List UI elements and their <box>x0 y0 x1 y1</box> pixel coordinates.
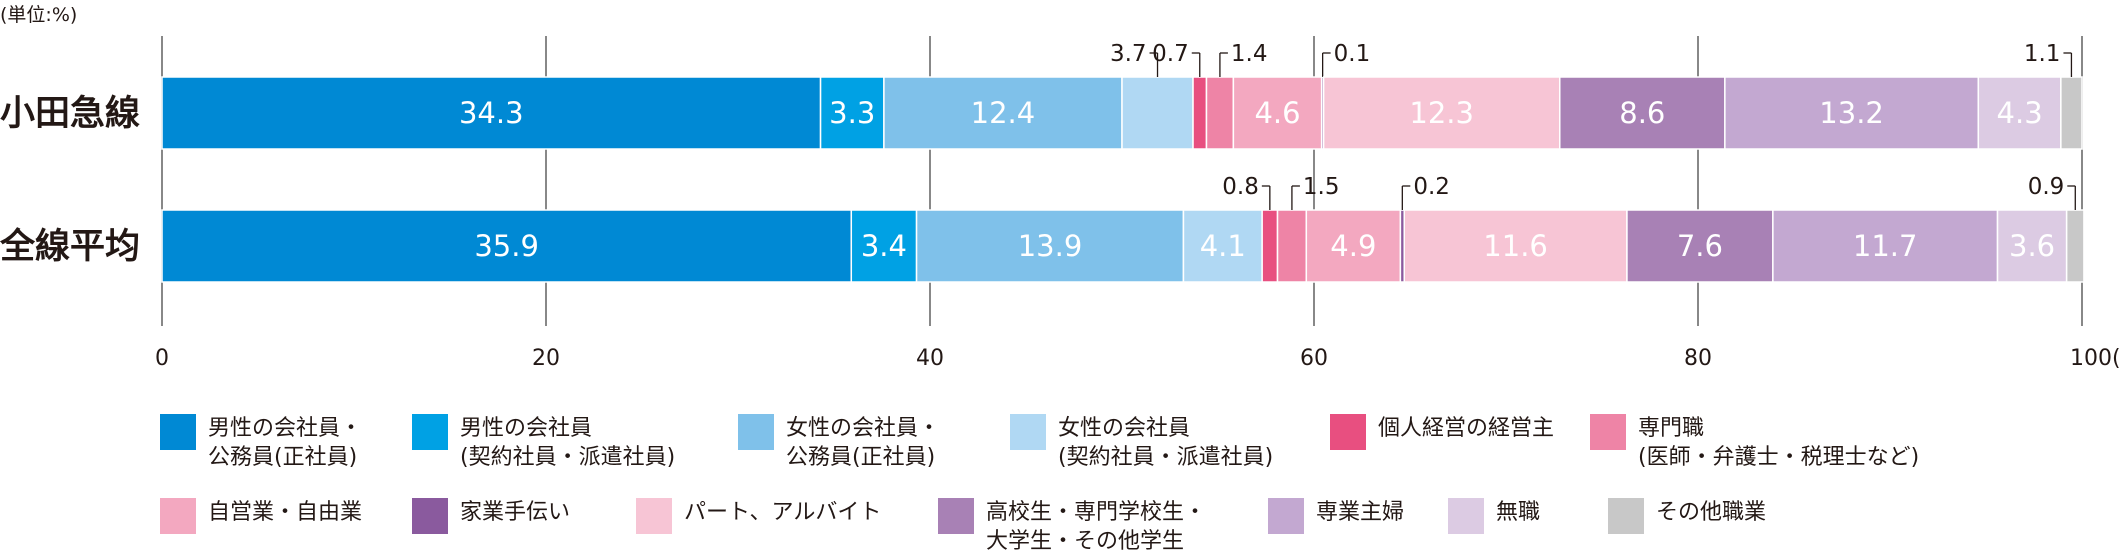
x-tick-label: 100(%) <box>2070 346 2120 371</box>
legend-item: その他職業 <box>1608 498 1766 534</box>
legend-label: 専業主婦 <box>1316 500 1405 525</box>
callout-label: 1.5 <box>1303 174 1340 200</box>
legend-swatch <box>1590 414 1626 450</box>
data-label: 34.3 <box>459 96 524 130</box>
data-label: 13.2 <box>1819 96 1884 130</box>
bar-segment <box>1559 76 1726 150</box>
legend-label: パート、アルバイト <box>684 500 882 525</box>
legend-swatch <box>1448 498 1484 534</box>
legend-label: 男性の会社員・ 公務員(正社員) <box>208 416 363 470</box>
legend-swatch <box>1608 498 1644 534</box>
chart-plot: 0 20 40 60 80 100(%) 小田急線 34.3 3.3 12.4 3.70.7 1.4 4… <box>0 36 2120 371</box>
legend-swatch <box>1010 414 1046 450</box>
data-label: 35.9 <box>474 229 539 263</box>
bar-segment <box>1322 76 1561 150</box>
legend-item: 女性の会社員・ 公務員(正社員) <box>738 414 940 472</box>
data-label: 4.6 <box>1254 96 1300 130</box>
legend-swatch <box>1330 414 1366 450</box>
legend-label: 女性の会社員・ 公務員(正社員) <box>786 416 941 470</box>
unit-label: (単位:%) <box>0 4 78 26</box>
callout-label: 0.1 <box>1334 41 1371 67</box>
bar-segment <box>1996 209 2068 283</box>
legend-swatch <box>160 498 196 534</box>
category-label: 小田急線 <box>0 94 140 134</box>
legend-label: 無職 <box>1496 500 1541 525</box>
data-label: 12.4 <box>971 96 1036 130</box>
bar-segment <box>883 76 1123 150</box>
legend-label: 家業手伝い <box>460 500 571 525</box>
bar-segment <box>1305 209 1402 283</box>
legend-swatch <box>1268 498 1304 534</box>
bar-segment <box>1261 209 1279 283</box>
legend-item: 男性の会社員・ 公務員(正社員) <box>160 414 362 472</box>
bar-segment <box>1276 209 1308 283</box>
bar-segment <box>1121 76 1194 150</box>
legend-swatch <box>938 498 974 534</box>
callout-label: 0.8 <box>1222 174 1259 200</box>
bar-segment <box>1977 76 2062 150</box>
x-tick-label: 60 <box>1300 346 1328 371</box>
category-label: 全線平均 <box>0 226 140 267</box>
bar-segment <box>1192 76 1208 150</box>
legend-item: 高校生・専門学校生・ 大学生・その他学生 <box>938 498 1206 556</box>
legend-label: 自営業・自由業 <box>208 500 363 525</box>
x-tick-label: 40 <box>916 346 944 371</box>
legend-label: 女性の会社員 (契約社員・派遣社員) <box>1058 416 1274 470</box>
x-tick-label: 20 <box>532 346 560 371</box>
callout-label: 3.7 <box>1110 41 1147 67</box>
legend-item: 無職 <box>1448 498 1540 534</box>
x-tick-label: 80 <box>1684 346 1712 371</box>
data-label: 4.9 <box>1330 229 1376 263</box>
data-label: 11.6 <box>1483 229 1548 263</box>
legend-item: 専門職 (医師・弁護士・税理士など) <box>1590 414 1919 472</box>
bar-segment <box>1205 76 1235 150</box>
legend-label: 個人経営の経営主 <box>1378 416 1555 441</box>
callout-label: 0.9 <box>2028 174 2065 200</box>
legend-swatch <box>412 414 448 450</box>
bar-segment <box>161 209 853 283</box>
legend-swatch <box>160 414 196 450</box>
legend-label: 男性の会社員 (契約社員・派遣社員) <box>460 416 676 470</box>
data-label: 3.3 <box>829 96 875 130</box>
data-label: 4.3 <box>1997 96 2043 130</box>
data-label: 12.3 <box>1409 96 1474 130</box>
legend-label: その他職業 <box>1656 500 1767 525</box>
bar-segment <box>1626 209 1774 283</box>
legend-label: 専門職 (医師・弁護士・税理士など) <box>1638 416 1920 470</box>
bar-segment <box>819 76 885 150</box>
bar-segment <box>2065 209 2085 283</box>
data-label: 7.6 <box>1677 229 1723 263</box>
x-tick-label: 0 <box>155 346 169 371</box>
bar-segment <box>1182 209 1263 283</box>
legend-item: 自営業・自由業 <box>160 498 362 534</box>
data-label: 8.6 <box>1619 96 1665 130</box>
data-label: 3.4 <box>861 229 907 263</box>
stacked-bar-chart: (単位:%) 0 20 40 60 80 100(%) 小田急線 34.3 3.3 12.4 3.7… <box>0 4 2120 554</box>
legend-item: 個人経営の経営主 <box>1330 414 1554 450</box>
bar-segment <box>850 209 918 283</box>
bar-segment <box>915 209 1185 283</box>
legend-label: 高校生・専門学校生・ 大学生・その他学生 <box>986 500 1207 554</box>
bar-segment <box>1403 209 1628 283</box>
legend-item: パート、アルバイト <box>636 498 881 534</box>
data-label: 3.6 <box>2009 229 2055 263</box>
legend-swatch <box>738 414 774 450</box>
legend-item: 男性の会社員 (契約社員・派遣社員) <box>412 414 675 472</box>
data-label: 11.7 <box>1853 229 1918 263</box>
callout-label: 0.2 <box>1413 174 1450 200</box>
bar-segment <box>2060 76 2083 150</box>
legend-item: 女性の会社員 (契約社員・派遣社員) <box>1010 414 1273 472</box>
legend-item: 家業手伝い <box>412 498 570 534</box>
callout-label: 1.1 <box>2024 41 2061 67</box>
callout-label: 0.7 <box>1152 41 1189 67</box>
legend-item: 専業主婦 <box>1268 498 1404 534</box>
legend-swatch <box>412 498 448 534</box>
data-label: 4.1 <box>1200 229 1246 263</box>
callout-label: 1.4 <box>1231 41 1268 67</box>
data-label: 13.9 <box>1018 229 1083 263</box>
legend-swatch <box>636 498 672 534</box>
